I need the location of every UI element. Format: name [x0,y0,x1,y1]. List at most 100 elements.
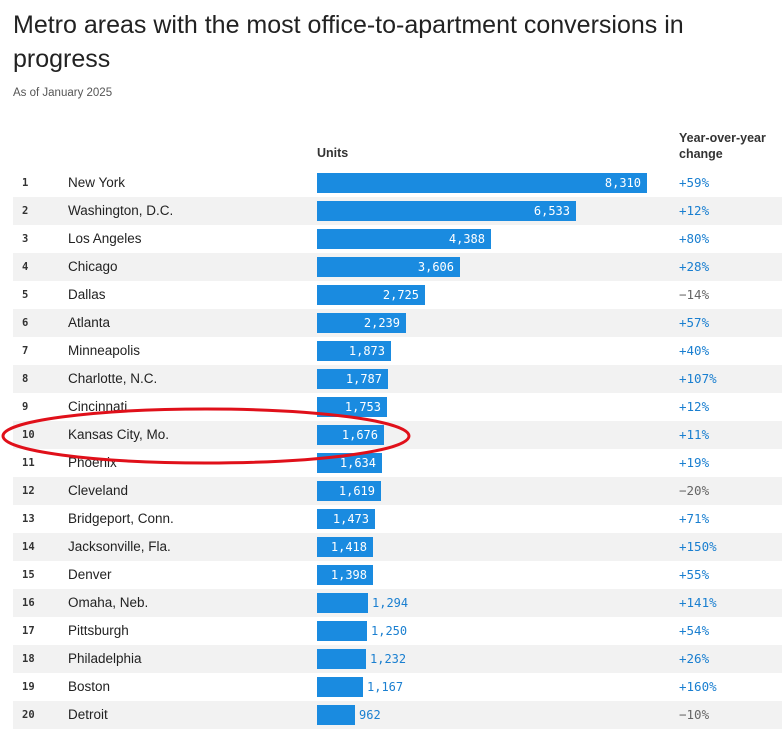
row-rank: 4 [22,261,29,273]
row-metro-name: Atlanta [68,315,111,330]
row-metro-name: Jacksonville, Fla. [68,539,171,554]
row-rank: 10 [22,429,35,441]
units-value-label: 6,533 [533,204,570,218]
units-value-label: 1,619 [338,484,375,498]
units-bar [317,341,391,361]
yoy-change-value: +11% [679,427,710,442]
row-rank: 20 [22,709,35,721]
yoy-change-value: −14% [679,287,710,302]
units-value-label: 1,787 [345,372,382,386]
yoy-change-value: +150% [679,539,717,554]
row-rank: 16 [22,597,35,609]
yoy-change-value: +80% [679,231,710,246]
row-metro-name: Dallas [68,287,106,302]
table-row: 13 Bridgeport, Conn. 1,473 +71% [13,505,782,533]
units-bar [317,257,460,277]
yoy-change-value: +71% [679,511,710,526]
row-metro-name: New York [68,175,126,190]
table-row: 12 Cleveland 1,619 −20% [13,477,782,505]
units-bar [317,537,373,557]
units-value-label: 8,310 [604,176,641,190]
units-value-label: 2,725 [382,288,419,302]
row-metro-name: Denver [68,567,112,582]
row-rank: 3 [22,233,29,245]
row-rank: 13 [22,513,35,525]
row-rank: 2 [22,205,29,217]
row-rank: 6 [22,317,29,329]
units-value-label: 1,418 [330,540,367,554]
row-metro-name: Bridgeport, Conn. [68,511,174,526]
change-column-header: Year-over-year change [679,131,766,161]
units-bar [317,621,367,641]
yoy-change-value: +160% [679,679,717,694]
units-bar [317,285,425,305]
table-row: 9 Cincinnati 1,753 +12% [13,393,782,421]
row-rank: 5 [22,289,29,301]
row-metro-name: Detroit [68,707,108,722]
table-row: 3 Los Angeles 4,388 +80% [13,225,782,253]
table-row: 2 Washington, D.C. 6,533 +12% [13,197,782,225]
yoy-change-value: −20% [679,483,710,498]
row-rank: 9 [22,401,29,413]
yoy-change-value: +28% [679,259,710,274]
row-rank: 11 [22,457,35,469]
row-rank: 15 [22,569,35,581]
table-row: 1 New York 8,310 +59% [13,169,782,197]
units-value-label: 1,398 [330,568,367,582]
yoy-change-value: +57% [679,315,710,330]
yoy-change-value: +141% [679,595,717,610]
units-value-label: 1,473 [332,512,369,526]
units-value-label: 4,388 [448,232,485,246]
units-value-label: 1,250 [371,624,408,638]
units-value-label: 1,232 [370,652,407,666]
units-bar [317,173,647,193]
row-rank: 8 [22,373,29,385]
units-bar [317,313,406,333]
units-value-label: 1,753 [344,400,381,414]
row-metro-name: Chicago [68,259,118,274]
units-value-label: 1,294 [372,596,409,610]
row-metro-name: Philadelphia [68,651,142,666]
row-metro-name: Minneapolis [68,343,141,358]
table-row: 10 Kansas City, Mo. 1,676 +11% [13,421,782,449]
units-bar [317,705,355,725]
table-row: 4 Chicago 3,606 +28% [13,253,782,281]
units-value-label: 1,167 [367,680,404,694]
table-row: 5 Dallas 2,725 −14% [13,281,782,309]
units-value-label: 1,676 [341,428,378,442]
yoy-change-value: +40% [679,343,710,358]
table-row: 8 Charlotte, N.C. 1,787 +107% [13,365,782,393]
units-bar [317,481,381,501]
yoy-change-value: +54% [679,623,710,638]
row-metro-name: Washington, D.C. [68,203,174,218]
row-rank: 12 [22,485,35,497]
row-metro-name: Los Angeles [68,231,142,246]
units-column-header: Units [317,146,349,160]
yoy-change-value: +59% [679,175,710,190]
yoy-change-value: +19% [679,455,710,470]
units-value-label: 962 [359,708,381,722]
yoy-change-value: +55% [679,567,710,582]
row-rank: 18 [22,653,35,665]
units-bar [317,229,491,249]
table-row: 19 Boston 1,167 +160% [13,673,782,701]
table-row: 14 Jacksonville, Fla. 1,418 +150% [13,533,782,561]
row-metro-name: Phoenix [68,455,117,470]
row-metro-name: Omaha, Neb. [68,595,149,610]
yoy-change-value: −10% [679,707,710,722]
table-row: 15 Denver 1,398 +55% [13,561,782,589]
yoy-change-value: +12% [679,203,710,218]
row-metro-name: Boston [68,679,111,694]
row-rank: 7 [22,345,29,357]
table-row: 11 Phoenix 1,634 +19% [13,449,782,477]
units-bar [317,677,363,697]
units-value-label: 1,873 [348,344,385,358]
row-metro-name: Cleveland [68,483,129,498]
yoy-change-value: +107% [679,371,717,386]
row-rank: 1 [22,177,29,189]
table-row: 16 Omaha, Neb. 1,294 +141% [13,589,782,617]
row-metro-name: Pittsburgh [68,623,129,638]
row-metro-name: Cincinnati [68,399,128,414]
chart-subtitle: As of January 2025 [13,87,113,99]
